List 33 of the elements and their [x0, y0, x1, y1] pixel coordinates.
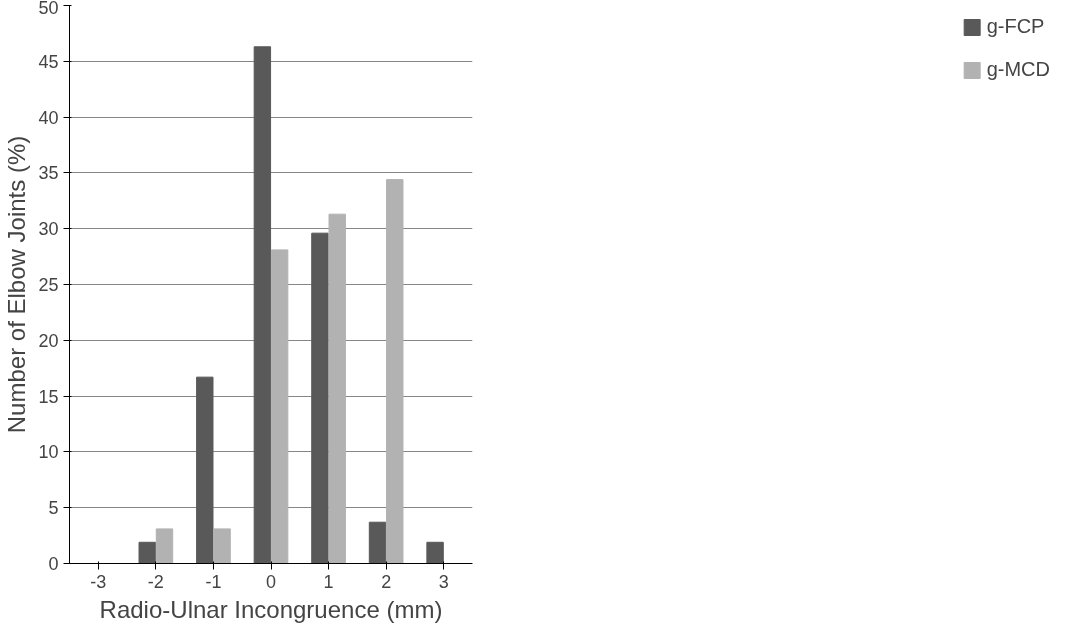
y-tick-label: 45 — [38, 51, 59, 72]
bar — [270, 249, 289, 564]
legend-label: g-FCP — [986, 15, 1045, 38]
x-axis-title: Radio-Ulnar Incongruence (mm) — [99, 595, 443, 623]
y-axis-title: Number of Elbow Joints (%) — [3, 135, 31, 434]
x-tick-label: 3 — [438, 571, 449, 592]
bar — [253, 46, 272, 564]
bar — [386, 179, 404, 564]
x-tick-label: 1 — [323, 571, 334, 592]
legend-label: g-MCD — [986, 58, 1050, 81]
y-tick-label: 35 — [38, 163, 59, 184]
y-tick-label: 30 — [38, 219, 59, 240]
bar — [213, 528, 231, 564]
bar — [426, 541, 444, 564]
y-tick-label: 0 — [48, 554, 59, 574]
bar — [368, 521, 387, 564]
x-tick-label: 0 — [265, 571, 277, 592]
y-tick-label: 40 — [38, 107, 59, 128]
y-tick-label: 15 — [38, 386, 59, 407]
bar — [155, 528, 174, 564]
bar — [196, 376, 214, 564]
x-tick-label: -2 — [147, 571, 164, 592]
y-tick-label: 50 — [38, 0, 59, 18]
y-tick-label: 25 — [38, 275, 59, 295]
x-tick-label: -1 — [205, 571, 222, 592]
bar — [311, 232, 329, 564]
y-tick-label: 10 — [38, 442, 59, 463]
bar — [138, 541, 156, 564]
x-tick-label: 2 — [381, 571, 392, 592]
bar — [328, 213, 346, 564]
y-tick-label: 5 — [48, 498, 59, 519]
x-tick-label: -3 — [90, 571, 107, 592]
y-tick-label: 20 — [38, 330, 59, 351]
